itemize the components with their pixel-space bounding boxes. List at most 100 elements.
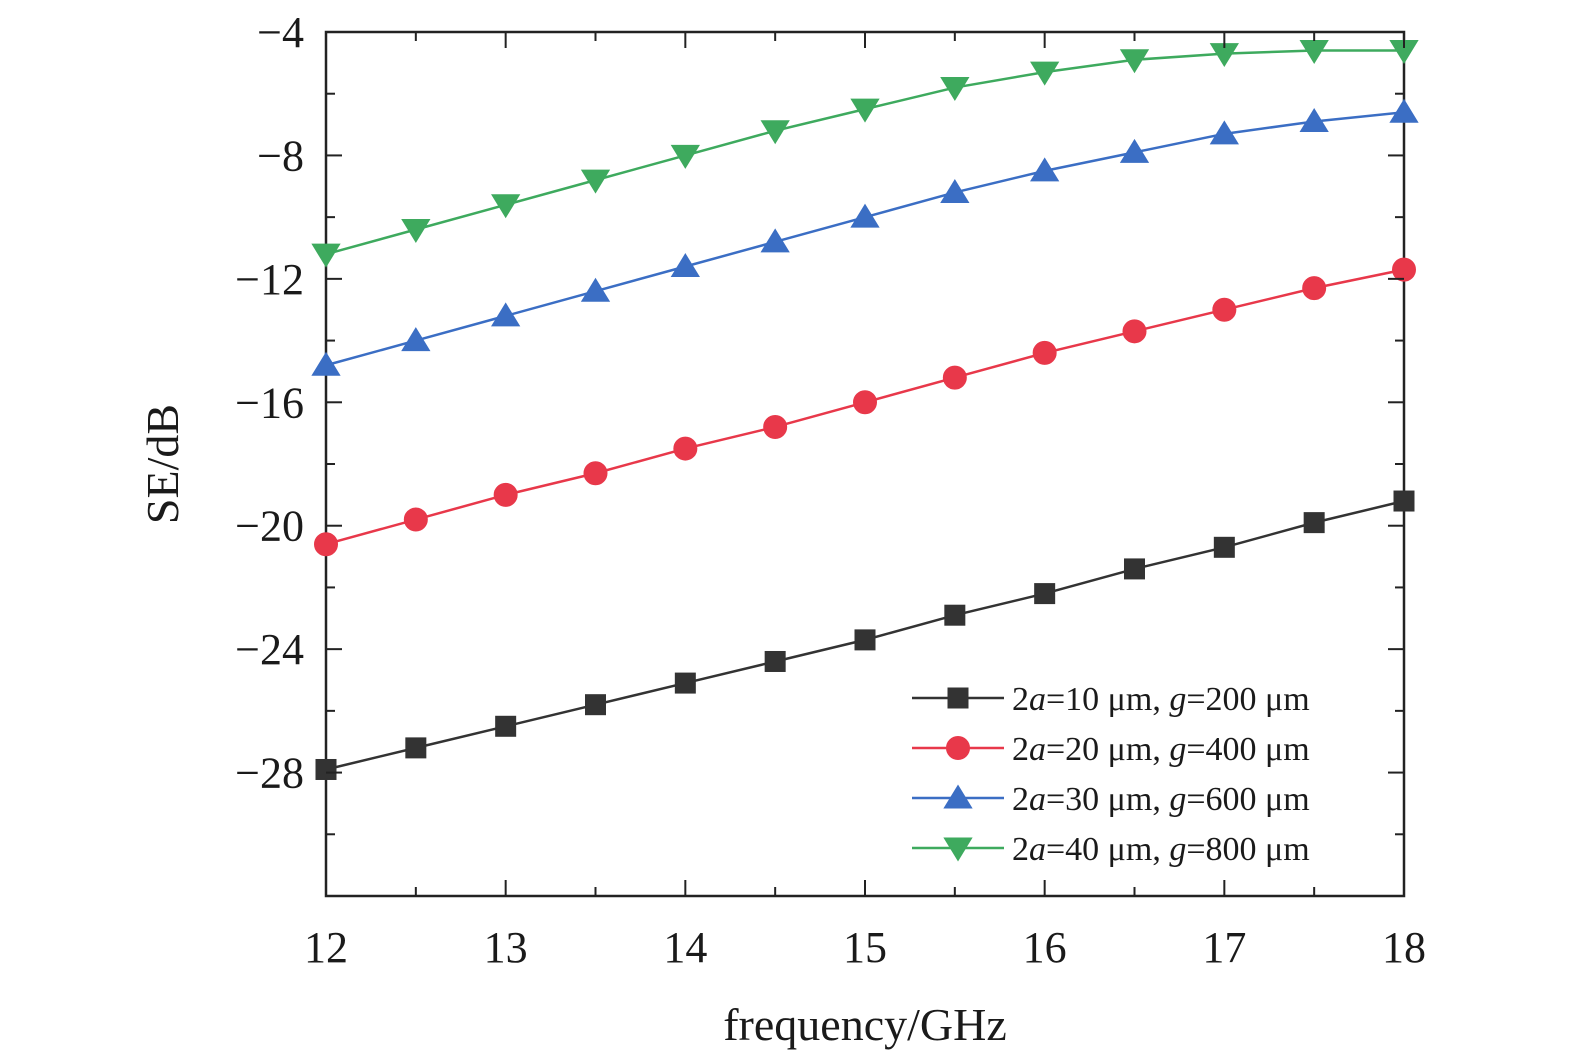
legend-label-part: =30 μm, — [1046, 781, 1169, 818]
series-layer — [311, 40, 1419, 780]
data-point — [850, 203, 880, 228]
data-point — [764, 650, 786, 672]
data-point — [1389, 98, 1419, 123]
data-point — [1030, 61, 1060, 86]
x-tick-label: 17 — [1202, 923, 1246, 972]
legend-label-part: =200 μm — [1186, 681, 1309, 718]
data-point — [580, 169, 611, 194]
data-point — [942, 365, 967, 390]
data-point — [940, 77, 970, 102]
data-point — [763, 414, 788, 439]
data-point — [760, 228, 790, 253]
data-point — [1303, 512, 1325, 534]
data-point — [1213, 536, 1235, 558]
legend-label: 2a=10 μm, g=200 μm — [1012, 681, 1310, 718]
y-tick-label: −28 — [235, 749, 304, 798]
data-point — [760, 120, 790, 145]
data-point — [491, 302, 521, 327]
data-point — [493, 482, 518, 507]
legend-label-part: a — [1029, 781, 1046, 818]
data-point — [1122, 319, 1147, 344]
y-tick-label: −24 — [235, 625, 304, 674]
legend-label-part: =400 μm — [1186, 731, 1309, 768]
legend-label-part: 2 — [1012, 731, 1029, 768]
legend-label: 2a=20 μm, g=400 μm — [1012, 731, 1310, 768]
data-point — [670, 253, 700, 278]
data-point — [1392, 257, 1416, 282]
legend-label-part: =20 μm, — [1046, 731, 1169, 768]
data-point — [940, 178, 970, 203]
legend-label-part: =40 μm, — [1046, 831, 1169, 868]
legend-label: 2a=30 μm, g=600 μm — [1012, 781, 1310, 818]
data-point — [670, 144, 700, 169]
x-tick-label: 12 — [304, 923, 348, 972]
y-tick-label: −4 — [257, 8, 304, 57]
legend-label-part: g — [1169, 681, 1186, 718]
legend-label-part: =600 μm — [1186, 781, 1309, 818]
legend-label-part: =10 μm, — [1046, 681, 1169, 718]
legend-swatch-marker — [943, 837, 973, 862]
legend-entry: 2a=10 μm, g=200 μm — [912, 681, 1310, 718]
data-point — [854, 629, 876, 651]
series-2 — [314, 257, 1416, 557]
data-point — [495, 715, 517, 737]
data-point — [403, 507, 428, 532]
data-point — [1030, 157, 1060, 182]
data-point — [405, 737, 427, 759]
data-point — [1119, 138, 1150, 163]
x-tick-label: 13 — [484, 923, 528, 972]
legend-label-part: g — [1169, 781, 1186, 818]
y-tick-label: −16 — [235, 378, 304, 427]
x-tick-label: 18 — [1382, 923, 1426, 972]
legend-label: 2a=40 μm, g=800 μm — [1012, 831, 1310, 868]
data-point — [1119, 49, 1150, 74]
data-point — [1209, 120, 1239, 145]
series-3 — [311, 98, 1419, 376]
legend-label-part: 2 — [1012, 781, 1029, 818]
y-tick-label: −8 — [257, 131, 304, 180]
legend-label-part: 2 — [1012, 831, 1029, 868]
data-point — [1032, 340, 1057, 365]
y-tick-label: −20 — [235, 502, 304, 551]
data-point — [1393, 490, 1415, 512]
x-tick-label: 16 — [1023, 923, 1067, 972]
legend-entry: 2a=20 μm, g=400 μm — [912, 731, 1310, 768]
data-point — [311, 243, 341, 268]
axes-layer: 12 13 14 15 16 17 18 −28 −24 −20 −16 −12 −8 −4 frequen… — [137, 8, 1426, 1050]
legend-label-part: a — [1029, 831, 1046, 868]
series-line — [325, 110, 1405, 367]
data-point — [850, 98, 880, 123]
data-point — [1299, 108, 1329, 132]
legend-label-part: g — [1169, 731, 1186, 768]
legend-entry: 2a=30 μm, g=600 μm — [912, 781, 1310, 818]
legend-swatch-marker — [943, 784, 973, 809]
data-point — [491, 194, 521, 219]
legend-label-part: a — [1029, 731, 1046, 768]
data-point — [673, 436, 698, 461]
data-point — [580, 277, 611, 302]
x-tick-label: 14 — [663, 923, 707, 972]
data-point — [314, 532, 338, 557]
legend-label-part: g — [1169, 831, 1186, 868]
series-1 — [315, 490, 1415, 780]
data-point — [311, 351, 341, 376]
data-point — [401, 327, 431, 352]
data-point — [1124, 558, 1145, 580]
x-tick-label: 15 — [843, 923, 887, 972]
series-4 — [311, 40, 1419, 268]
legend-label-part: a — [1029, 681, 1046, 718]
data-point — [944, 604, 966, 626]
x-axis-title: frequency/GHz — [723, 999, 1007, 1050]
legend-label-part: =800 μm — [1186, 831, 1309, 868]
data-point — [853, 390, 877, 415]
data-point — [401, 218, 431, 243]
data-point — [1302, 276, 1327, 301]
legend-swatch-marker — [946, 736, 970, 760]
legend-entry: 2a=40 μm, g=800 μm — [912, 831, 1310, 868]
data-point — [585, 694, 606, 716]
legend-label-part: 2 — [1012, 681, 1029, 718]
y-tick-label: −12 — [235, 255, 304, 304]
y-axis-title: SE/dB — [137, 404, 188, 524]
